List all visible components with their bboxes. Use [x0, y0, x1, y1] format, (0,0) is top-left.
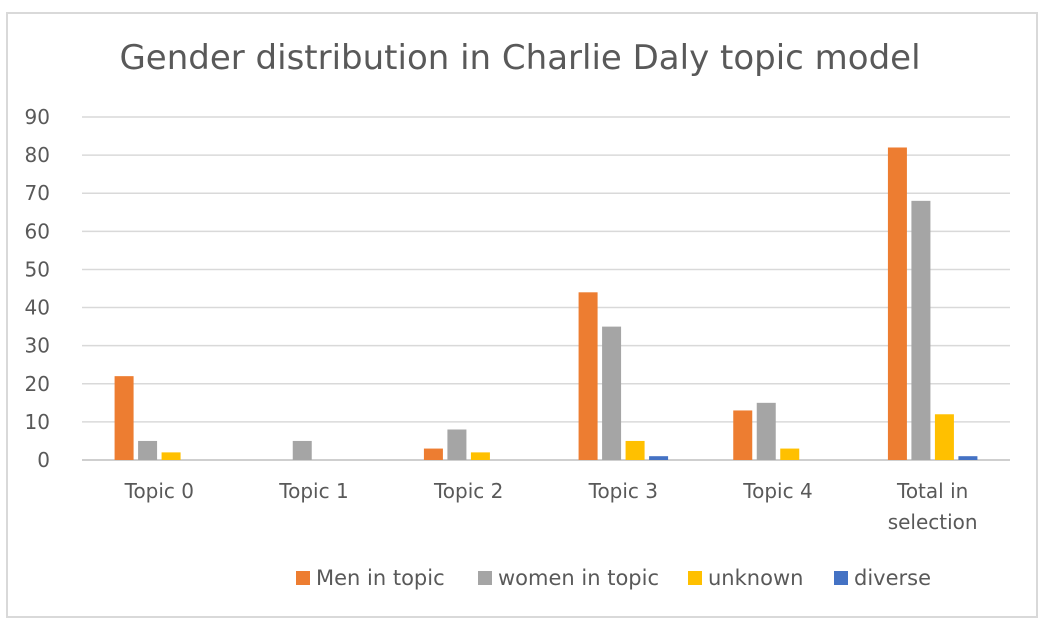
y-tick-label: 40 — [25, 296, 50, 320]
legend-label: unknown — [708, 566, 803, 590]
bar-men-in-topic-0 — [114, 376, 134, 460]
y-tick-label: 50 — [25, 257, 50, 281]
y-tick-label: 20 — [25, 372, 50, 396]
bar-unknown-2 — [470, 452, 490, 460]
chart-title: Gender distribution in Charlie Daly topi… — [119, 38, 921, 78]
legend-label: Men in topic — [316, 566, 445, 590]
y-tick-label: 0 — [37, 448, 50, 472]
x-tick-label: Topic 3 — [588, 479, 658, 503]
bar-men-in-topic-5 — [887, 147, 907, 460]
grid-lines — [82, 116, 1010, 461]
legend-item: unknown — [688, 566, 803, 590]
legend-label: women in topic — [498, 566, 659, 590]
bar-women-in-topic-4 — [756, 402, 776, 460]
y-tick-label: 90 — [25, 105, 50, 129]
legend-item: diverse — [834, 566, 931, 590]
bar-diverse-5 — [958, 456, 978, 460]
legend-item: Men in topic — [296, 566, 445, 590]
x-axis-ticks: Topic 0 Topic 1 Topic 2 Topic 3 Topic 4 Total… — [124, 479, 978, 534]
legend-swatch — [296, 571, 310, 585]
x-tick-label: Total in selection — [888, 479, 978, 534]
bar-women-in-topic-3 — [602, 326, 622, 460]
y-axis-ticks: 0 10 20 30 40 50 60 70 80 90 — [25, 105, 50, 472]
y-tick-label: 80 — [25, 143, 50, 167]
x-tick-label: Topic 2 — [433, 479, 503, 503]
legend-swatch — [478, 571, 492, 585]
bar-men-in-topic-3 — [578, 292, 598, 460]
y-tick-label: 70 — [25, 181, 50, 205]
bar-diverse-3 — [649, 456, 669, 460]
legend-label: diverse — [854, 566, 931, 590]
bar-unknown-3 — [625, 440, 645, 460]
bars — [114, 147, 978, 460]
bar-women-in-topic-5 — [911, 200, 931, 460]
bar-men-in-topic-2 — [423, 448, 443, 460]
y-tick-label: 60 — [25, 219, 50, 243]
bar-unknown-0 — [161, 452, 181, 460]
bar-women-in-topic-2 — [447, 429, 467, 460]
bar-unknown-5 — [934, 414, 954, 460]
legend-swatch — [688, 571, 702, 585]
legend-item: women in topic — [478, 566, 659, 590]
bar-women-in-topic-1 — [292, 440, 312, 460]
bar-women-in-topic-0 — [138, 440, 158, 460]
legend: Men in topic women in topic unknown diverse — [296, 566, 931, 590]
y-tick-label: 10 — [25, 410, 50, 434]
bar-men-in-topic-4 — [733, 410, 753, 460]
chart-frame — [6, 12, 1038, 618]
y-tick-label: 30 — [25, 334, 50, 358]
legend-swatch — [834, 571, 848, 585]
x-tick-label: Topic 1 — [278, 479, 348, 503]
x-tick-label: Topic 0 — [124, 479, 194, 503]
bar-unknown-4 — [780, 448, 800, 460]
x-tick-label: Topic 4 — [742, 479, 812, 503]
